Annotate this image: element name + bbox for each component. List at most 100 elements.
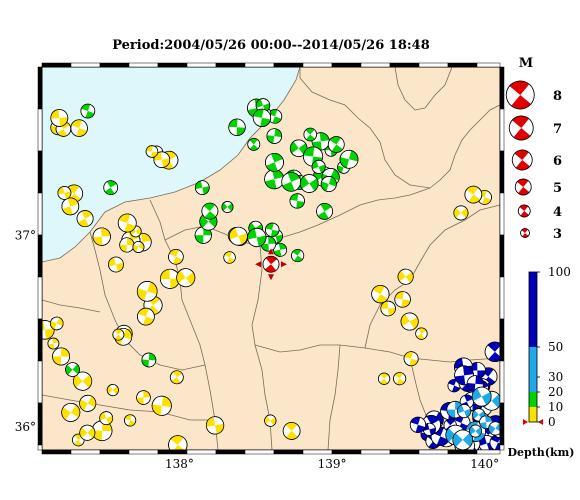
- magnitude-legend-label: 7: [553, 122, 562, 137]
- event-niigata-coast: [228, 118, 246, 136]
- axis-labels: 138° 139° 140° 37° 36°: [15, 229, 499, 471]
- magnitude-legend-label: 5: [553, 181, 562, 196]
- magnitude-legend: M 8 7 6 5 4 3: [505, 56, 562, 242]
- earthquake-events: [42, 98, 500, 450]
- event-chubu-inland: [264, 414, 277, 427]
- event-chubu-inland: [394, 291, 411, 308]
- event-chubu-inland: [223, 251, 236, 264]
- magnitude-legend-symbol: [508, 115, 534, 141]
- event-hokuriku-coast: [50, 109, 69, 127]
- event-hokuriku-coast: [52, 347, 71, 366]
- event-niigata-coast: [252, 108, 272, 127]
- event-chubu-inland: [282, 422, 301, 440]
- depth-zero-marker: [523, 419, 528, 425]
- event-chubu-inland: [79, 394, 97, 412]
- event-hokuriku-coast: [49, 316, 64, 331]
- event-hokuriku-coast: [61, 197, 80, 216]
- depth-tick-label: 30: [548, 370, 563, 384]
- event-chubu-inland: [73, 371, 93, 391]
- event-niigata-coast: [265, 152, 284, 172]
- event-chubu-inland: [403, 351, 419, 367]
- depth-tick-label: 0: [548, 415, 556, 429]
- event-chubu-inland: [380, 300, 396, 317]
- x-tick-label: 139°: [318, 457, 347, 471]
- y-tick-label: 36°: [15, 420, 36, 434]
- depth-color-band: [529, 407, 537, 422]
- event-hokuriku-coast: [145, 145, 159, 158]
- event-niigata-coast: [311, 159, 326, 174]
- event-chubu-inland: [112, 328, 125, 341]
- event-chubu-inland: [453, 205, 469, 221]
- event-niigata-coast: [247, 137, 261, 151]
- event-hokuriku-coast: [176, 268, 196, 288]
- depth-color-band: [529, 392, 537, 407]
- event-green-scatter: [80, 103, 96, 119]
- event-niigata-coast: [327, 136, 345, 153]
- depth-tick-label: 20: [548, 385, 563, 399]
- event-chubu-inland: [397, 268, 414, 285]
- event-chubu-inland: [151, 395, 172, 416]
- depth-legend-title: Depth(km): [508, 446, 575, 459]
- event-niigata-coast: [291, 249, 305, 263]
- event-niigata-coast: [316, 202, 334, 220]
- event-hokuriku-coast: [153, 151, 171, 168]
- magnitude-legend-title: M: [519, 56, 533, 71]
- event-chubu-inland: [61, 402, 81, 422]
- magnitude-legend-symbol: [517, 204, 531, 218]
- featured-event: [255, 248, 287, 281]
- featured-event-beachball: [262, 255, 280, 273]
- event-niigata-coast: [299, 174, 319, 193]
- event-hokuriku-coast: [57, 186, 72, 200]
- event-niigata-coast: [281, 171, 302, 192]
- depth-zero-marker: [538, 419, 543, 425]
- event-chubu-inland: [169, 370, 184, 385]
- event-niigata-coast: [320, 176, 337, 193]
- event-niigata-coast: [221, 201, 234, 213]
- event-hokuriku-coast: [76, 210, 94, 228]
- event-green-scatter: [194, 180, 210, 195]
- event-kanto-mid: [457, 404, 472, 419]
- event-kanto-mid: [452, 429, 474, 450]
- event-chubu-inland: [79, 424, 96, 441]
- map-area: 138° 139° 140° 37° 36°: [15, 62, 505, 471]
- event-niigata-coast: [289, 193, 305, 209]
- event-niigata-coast: [201, 202, 219, 220]
- depth-tick-label: 100: [548, 265, 571, 279]
- event-niigata-coast: [273, 242, 288, 257]
- event-chubu-inland: [377, 372, 391, 385]
- event-hokuriku-coast: [136, 281, 158, 302]
- frame-ticks: [37, 62, 505, 455]
- event-kanto-deep: [409, 416, 427, 433]
- event-chubu-inland: [99, 411, 114, 426]
- event-chubu-inland: [371, 284, 390, 304]
- event-niigata-coast: [194, 226, 212, 244]
- magnitude-legend-symbol: [511, 149, 533, 171]
- event-chubu-inland: [124, 414, 137, 427]
- magnitude-legend-label: 3: [553, 227, 562, 242]
- event-chubu-inland: [205, 416, 225, 435]
- magnitude-legend-label: 4: [553, 205, 562, 220]
- event-kanto-deep: [447, 379, 461, 393]
- prefecture-borders: [42, 67, 500, 450]
- event-chubu-inland: [464, 185, 483, 204]
- event-niigata-coast: [247, 227, 267, 248]
- event-chubu-inland: [393, 372, 407, 386]
- event-chubu-inland: [106, 384, 119, 397]
- event-niigata-coast: [265, 222, 280, 238]
- featured-event-marker: [268, 274, 274, 281]
- featured-event-marker: [255, 261, 261, 268]
- event-chubu-inland: [415, 327, 428, 340]
- event-kanto-mid: [471, 386, 492, 407]
- x-tick-label: 140°: [470, 457, 499, 471]
- event-green-scatter: [65, 362, 80, 377]
- event-niigata-coast: [339, 149, 359, 169]
- magnitude-legend-label: 6: [553, 154, 562, 169]
- depth-color-band: [529, 272, 537, 347]
- event-kanto-mid: [469, 424, 482, 438]
- period-title: Period:2004/05/26 00:00--2014/05/26 18:4…: [112, 38, 430, 53]
- event-niigata-coast: [303, 127, 318, 142]
- event-niigata-coast: [264, 169, 285, 190]
- event-hokuriku-coast: [70, 119, 88, 137]
